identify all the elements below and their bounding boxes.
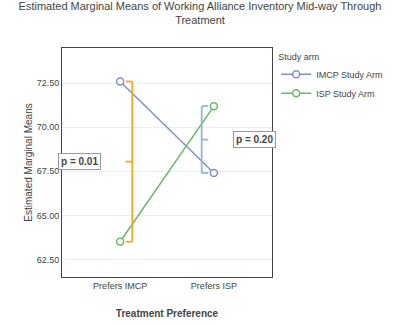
svg-text:Study arm: Study arm [278,52,319,62]
svg-text:72.50: 72.50 [37,78,60,88]
svg-text:Prefers IMCP: Prefers IMCP [93,281,147,291]
svg-text:p = 0.01: p = 0.01 [61,156,98,167]
svg-text:p = 0.20: p = 0.20 [236,134,273,145]
svg-text:62.50: 62.50 [37,255,60,265]
svg-text:IMCP Study Arm: IMCP Study Arm [316,70,382,80]
svg-text:Prefers ISP: Prefers ISP [191,281,237,291]
svg-text:Estimated Marginal Means: Estimated Marginal Means [23,103,34,221]
svg-text:70.00: 70.00 [37,122,60,132]
svg-text:65.00: 65.00 [37,211,60,221]
svg-text:Estimated Marginal Means of Wo: Estimated Marginal Means of Working Alli… [19,0,382,26]
svg-text:67.50: 67.50 [37,166,60,176]
svg-text:Treatment Preference: Treatment Preference [116,308,219,319]
svg-text:ISP Study Arm: ISP Study Arm [316,89,374,99]
